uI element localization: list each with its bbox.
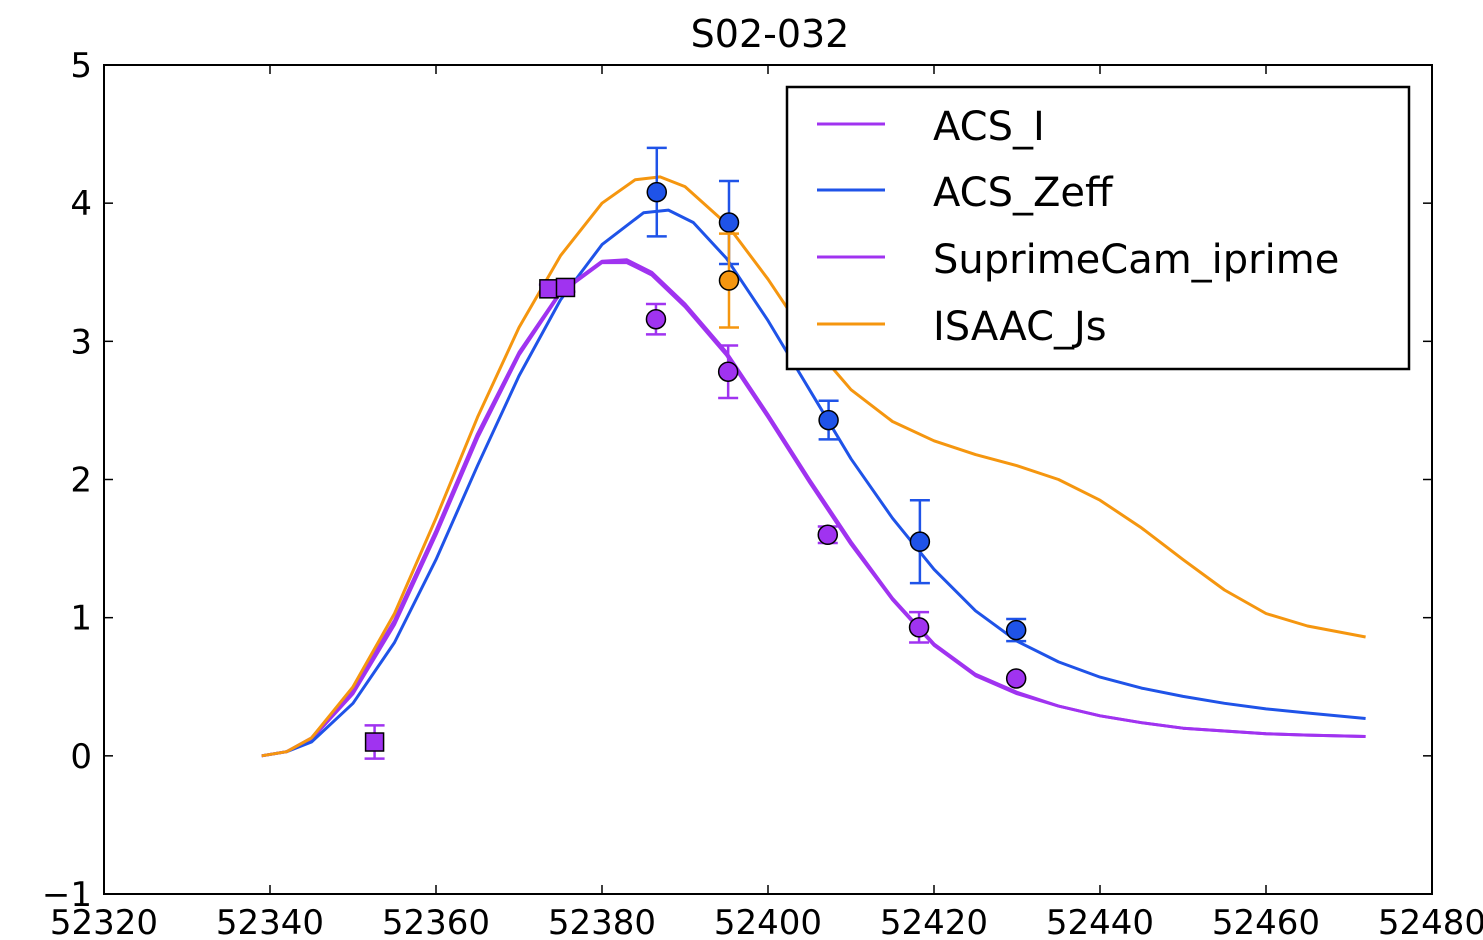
series-line-acs-zeff [261,208,1366,758]
data-point-acs-i [908,617,930,638]
data-point-acs-i [1005,668,1027,689]
x-tick-label: 52420 [880,903,988,940]
plot-area [261,146,1366,760]
data-point-acs-i [717,361,739,382]
x-tick-label: 52400 [714,903,822,940]
y-tick-label: 1 [70,599,92,639]
data-point-isaac-js [718,270,740,291]
legend: ACS_I ACS_Zeff SuprimeCam_iprime ISAAC_J… [785,85,1411,371]
data-point-acs-i [817,524,839,546]
data-point-suprimecam-iprime [364,732,385,752]
legend-label-isaac-js: ISAAC_Js [933,304,1107,350]
axis-ticks: 52320 52340 52360 52380 52400 52420 52440 52460… [42,46,1483,940]
series-line-suprimecam-iprime [261,258,1366,758]
y-tick-label: 5 [70,46,92,86]
y-tick-label: 3 [70,322,92,362]
legend-label-acs-zeff: ACS_Zeff [933,170,1114,216]
data-point-acs-zeff [718,212,740,233]
x-tick-label: 52380 [548,903,656,940]
data-point-suprimecam-iprime [555,277,576,298]
y-tick-label: 0 [70,737,92,777]
chart-title: S02-032 [691,12,850,56]
data-point-acs-zeff [818,409,839,431]
y-tick-label: 2 [70,461,92,501]
data-point-acs-i [645,308,667,330]
series-line-isaac-js [261,175,1366,758]
y-tick-label: 4 [70,184,92,224]
data-point-acs-zeff [909,531,931,552]
legend-box [785,85,1411,371]
legend-label-acs-i: ACS_I [933,104,1045,150]
x-tick-label: 52440 [1046,903,1154,940]
legend-label-suprimecam-iprime: SuprimeCam_iprime [933,237,1339,283]
x-tick-label: 52480 [1378,903,1483,940]
x-tick-label: 52360 [382,903,490,940]
x-tick-label: 52320 [50,903,158,940]
x-tick-label: 52340 [216,903,324,940]
data-point-suprimecam-iprime [539,279,559,299]
x-tick-label: 52460 [1212,903,1320,940]
data-point-acs-zeff [1005,619,1027,641]
y-tick-label: −1 [42,875,92,915]
data-point-acs-zeff [646,181,668,203]
